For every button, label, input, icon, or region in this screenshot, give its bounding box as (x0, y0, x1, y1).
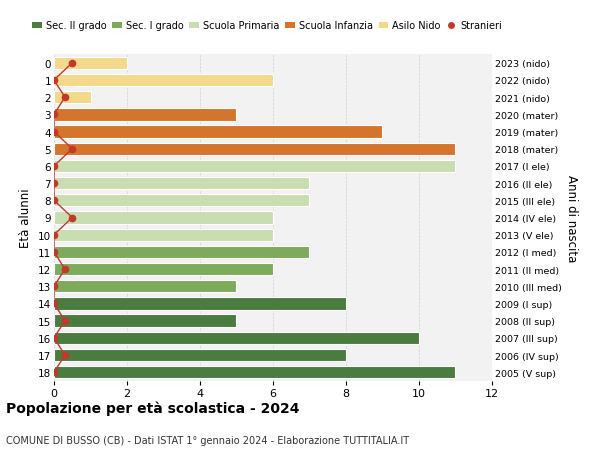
Bar (54, 366, 455, 379)
Y-axis label: Anni di nascita: Anni di nascita (565, 174, 578, 262)
Text: Popolazione per età scolastica - 2024: Popolazione per età scolastica - 2024 (6, 401, 299, 415)
Bar (54, 92, 91, 104)
Bar (54, 263, 273, 276)
Bar (54, 246, 310, 258)
Text: COMUNE DI BUSSO (CB) - Dati ISTAT 1° gennaio 2024 - Elaborazione TUTTITALIA.IT: COMUNE DI BUSSO (CB) - Dati ISTAT 1° gen… (6, 435, 409, 445)
Bar (54, 195, 310, 207)
Bar (54, 109, 236, 121)
Bar (54, 160, 455, 173)
Legend: Sec. II grado, Sec. I grado, Scuola Primaria, Scuola Infanzia, Asilo Nido, Stran: Sec. II grado, Sec. I grado, Scuola Prim… (28, 17, 506, 35)
Bar (54, 57, 127, 70)
Bar (54, 229, 273, 241)
Bar (54, 178, 310, 190)
Bar (54, 143, 455, 156)
Bar (54, 280, 236, 293)
Bar (54, 126, 383, 139)
Bar (54, 75, 273, 87)
Bar (54, 332, 419, 344)
Bar (54, 212, 273, 224)
Bar (54, 349, 346, 361)
Y-axis label: Età alunni: Età alunni (19, 188, 32, 248)
Bar (54, 297, 346, 310)
Bar (54, 315, 236, 327)
